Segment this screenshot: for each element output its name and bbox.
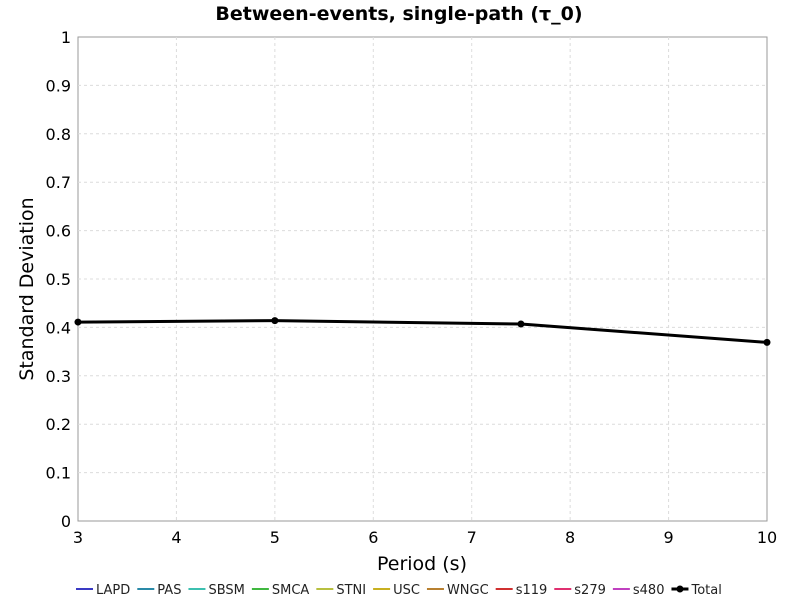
data-point-total xyxy=(271,317,279,325)
y-tick-label: 0.5 xyxy=(46,270,71,289)
legend-item-usc: USC xyxy=(373,583,420,598)
y-tick-label: 1 xyxy=(61,28,71,47)
tick-labels: 3 4 5 6 7 8 9 10 0 0.1 0.2 0.3 0.4 0.5 0.6 0.7 0.8 0.9 1 xyxy=(46,28,778,547)
series-line-total xyxy=(77,319,768,344)
y-tick-label: 0.4 xyxy=(46,318,71,337)
data-point-total xyxy=(517,320,525,328)
y-tick-label: 0.7 xyxy=(46,173,71,192)
series-layer xyxy=(74,317,771,346)
legend-item-s279: s279 xyxy=(554,583,606,598)
legend-item-s480: s480 xyxy=(612,583,665,598)
legend-label: WNGC xyxy=(447,583,489,598)
y-tick-label: 0.9 xyxy=(46,76,71,95)
legend-label: SBSM xyxy=(208,583,244,598)
legend-item-pas: PAS xyxy=(137,583,181,598)
y-tick-label: 0.2 xyxy=(46,415,71,434)
data-point-total xyxy=(763,338,771,346)
x-tick-label: 8 xyxy=(565,528,575,547)
legend-item-wngc: WNGC xyxy=(426,583,489,598)
legend-label: s119 xyxy=(516,583,548,598)
legend: LAPD PAS SBSM SMCA STNI USC WNGC s119 s279 s480 To… xyxy=(76,583,722,598)
y-tick-label: 0.1 xyxy=(46,464,71,483)
legend-item-lapd: LAPD xyxy=(76,583,130,598)
x-tick-label: 6 xyxy=(368,528,378,547)
x-tick-label: 5 xyxy=(270,528,280,547)
legend-item-stni: STNI xyxy=(316,583,366,598)
data-point-total xyxy=(74,318,82,326)
chart-title: Between-events, single-path (τ_0) xyxy=(215,3,582,25)
x-tick-label: 9 xyxy=(663,528,673,547)
legend-label: s279 xyxy=(574,583,606,598)
y-tick-label: 0.8 xyxy=(46,125,71,144)
legend-marker xyxy=(676,585,684,593)
legend-label: SMCA xyxy=(272,583,310,598)
x-tick-label: 4 xyxy=(171,528,181,547)
x-axis-label: Period (s) xyxy=(377,553,467,575)
y-tick-label: 0 xyxy=(61,512,71,531)
x-tick-label: 3 xyxy=(73,528,83,547)
x-tick-label: 10 xyxy=(757,528,777,547)
y-tick-label: 0.3 xyxy=(46,367,71,386)
legend-item-s119: s119 xyxy=(495,583,548,598)
legend-label: PAS xyxy=(157,583,181,598)
legend-label: USC xyxy=(393,583,420,598)
legend-label: s480 xyxy=(633,583,665,598)
legend-item-total: Total xyxy=(671,583,722,598)
legend-label: STNI xyxy=(336,583,366,598)
legend-label: Total xyxy=(690,583,721,598)
grid xyxy=(78,37,767,521)
x-tick-label: 7 xyxy=(467,528,477,547)
legend-item-sbsm: SBSM xyxy=(188,583,245,598)
y-axis-label: Standard Deviation xyxy=(16,197,38,380)
legend-item-smca: SMCA xyxy=(251,583,310,598)
y-tick-label: 0.6 xyxy=(46,222,71,241)
legend-label: LAPD xyxy=(96,583,130,598)
